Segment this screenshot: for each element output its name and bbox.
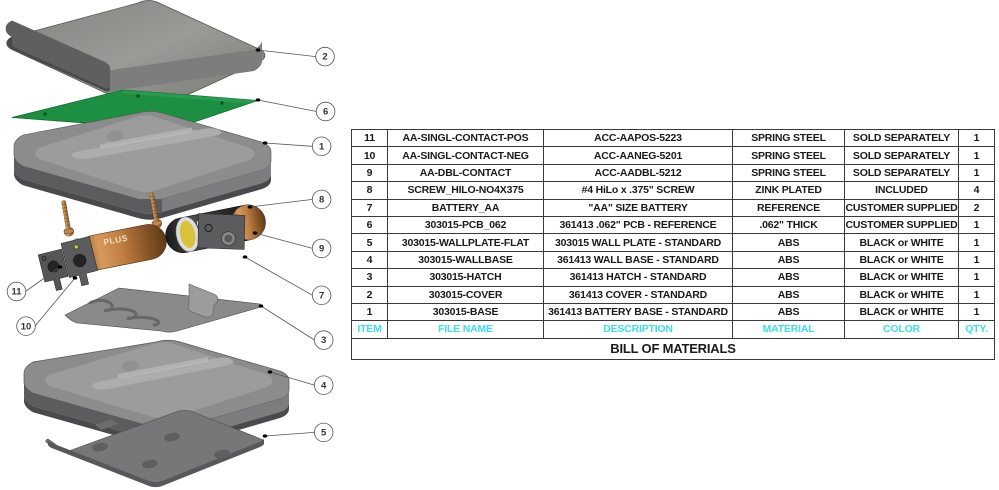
svg-text:9: 9 — [319, 244, 324, 255]
svg-text:7: 7 — [319, 290, 324, 301]
svg-text:6: 6 — [323, 107, 328, 118]
svg-text:8: 8 — [319, 195, 324, 206]
svg-text:3: 3 — [321, 335, 326, 346]
svg-text:1: 1 — [319, 141, 325, 152]
svg-text:4: 4 — [321, 380, 327, 391]
svg-text:5: 5 — [321, 428, 327, 439]
svg-text:10: 10 — [21, 321, 32, 332]
svg-text:2: 2 — [322, 52, 327, 63]
svg-text:11: 11 — [11, 287, 22, 298]
